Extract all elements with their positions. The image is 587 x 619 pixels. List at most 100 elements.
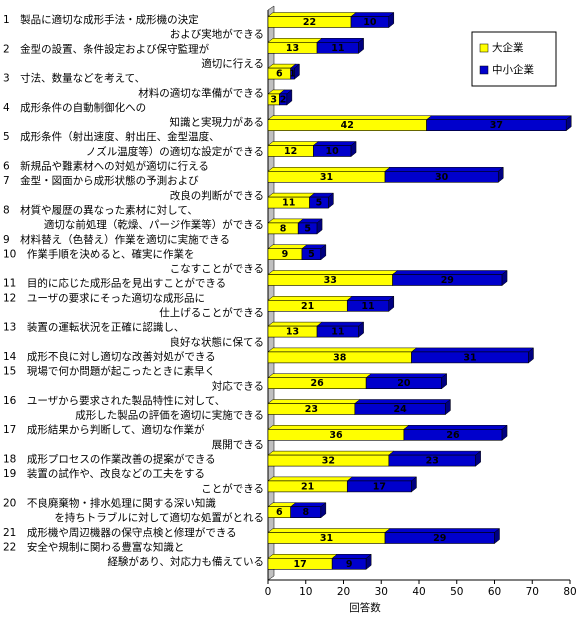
bar-top [384, 528, 501, 533]
value-label: 22 [303, 17, 316, 28]
bar-side [528, 347, 534, 364]
x-tick-label: 50 [450, 586, 463, 598]
category-label: 15 現場で何か問題が起こったときに素早く [3, 365, 215, 378]
value-label: 9 [282, 249, 289, 260]
bar-top [384, 167, 504, 172]
category-label: 適切な前処理（乾燥、パージ作業等）ができる [44, 218, 264, 231]
bar-top [267, 141, 320, 146]
bar-side [328, 192, 334, 209]
category-label: 6 新規品や難素材への対処が適切に行える [3, 160, 209, 173]
category-label: 仕上げることができる [159, 306, 264, 319]
category-label: 知識と実現力がある [170, 116, 265, 129]
category-label: 21 成形機や周辺機器の保守点検と修理ができる [3, 526, 237, 539]
bar-top [267, 347, 418, 353]
category-label: 12 ユーザの要求にそった適切な成形品に [3, 291, 205, 304]
bar-side [441, 373, 447, 390]
value-label: 36 [329, 430, 343, 441]
bar-top [267, 425, 410, 430]
bar-top [267, 244, 308, 249]
value-label: 42 [341, 120, 354, 131]
bar-side [475, 450, 481, 467]
category-label: を持ちトラブルに対して適切な処置がとれる [54, 511, 264, 524]
value-label: 29 [441, 275, 454, 286]
bar-top [403, 425, 508, 430]
category-label: 材料の適切な準備ができる [138, 86, 264, 99]
bar-top [267, 296, 353, 301]
value-label: 9 [346, 559, 353, 570]
value-label: 5 [304, 223, 311, 234]
category-label: 17 成形結果から判断して、適切な作業が [3, 423, 205, 436]
bar-top [391, 270, 508, 275]
legend-box [471, 31, 557, 87]
bar-top [388, 450, 482, 456]
bar-side [286, 89, 293, 106]
category-label: 16 ユーザから要求された製品特性に対して、 [3, 394, 225, 407]
bar-side [565, 115, 572, 132]
value-label: 8 [302, 507, 309, 518]
bar-top [267, 554, 338, 559]
value-label: 10 [363, 17, 377, 28]
x-tick-label: 10 [299, 586, 312, 598]
value-label: 32 [322, 456, 335, 467]
category-label: 7 金型・図面から成形状態の予測および [3, 174, 199, 187]
x-tick-label: 20 [337, 586, 350, 598]
bar-top [267, 12, 357, 17]
bar-side [411, 476, 417, 493]
bar-side [501, 269, 508, 287]
category-label: 5 成形条件（射出速度、射出圧、金型温度、 [3, 130, 220, 143]
bar-top [316, 321, 365, 327]
bar-top [316, 38, 365, 43]
bar-top [267, 218, 304, 224]
value-label: 31 [320, 172, 333, 183]
category-label: および実地ができる [170, 28, 264, 41]
value-label: 17 [293, 559, 306, 570]
bar-top [267, 115, 433, 120]
value-label: 24 [394, 404, 408, 415]
value-label: 5 [308, 249, 315, 260]
bar-top [267, 38, 323, 43]
category-label: 4 成形条件の自動制御化への [3, 101, 146, 114]
value-label: 23 [426, 456, 439, 467]
category-label: 19 装置の試作や、改良などの工夫をする [3, 467, 205, 480]
x-tick-label: 40 [412, 586, 425, 598]
bar-top [289, 502, 327, 507]
value-label: 30 [435, 172, 449, 183]
category-label: 14 成形不良に対し適切な改善対処ができる [3, 350, 216, 363]
bar-top [267, 270, 399, 275]
value-label: 37 [490, 120, 503, 131]
value-label: 3 [270, 94, 277, 105]
category-label: 10 作業手順を決めると、確実に作業を [3, 247, 194, 260]
bar-side [388, 11, 395, 29]
bar-side [350, 140, 357, 158]
bar-top [331, 554, 372, 559]
category-label: 良好な状態に保てる [170, 335, 265, 348]
category-label: 改良の判断ができる [170, 189, 264, 202]
value-label: 11 [361, 301, 374, 312]
value-label: 21 [301, 481, 314, 492]
value-label: 31 [320, 533, 333, 544]
bar-side [501, 424, 508, 441]
category-label: 8 材質や履歴の異なった素材に対して、 [3, 203, 198, 216]
value-label: 6 [276, 507, 283, 518]
value-label: 10 [326, 146, 340, 157]
value-label: 11 [331, 43, 344, 54]
category-label: ことができる [201, 482, 264, 495]
category-label: 適切に行える [201, 57, 264, 70]
bar-top [267, 450, 395, 456]
value-label: 20 [397, 378, 411, 389]
value-label: 26 [446, 430, 460, 441]
legend-label: 中小企業 [492, 63, 534, 76]
bar-side [320, 244, 327, 261]
category-label: こなすことができる [170, 262, 264, 275]
bar-top [425, 115, 572, 120]
category-label: 13 装置の運転状況を正確に認識し、 [3, 321, 184, 334]
value-label: 13 [286, 43, 299, 54]
value-label: 26 [310, 378, 324, 389]
value-label: 6 [276, 69, 283, 80]
bar-top [354, 399, 452, 404]
x-tick-label: 60 [488, 586, 501, 598]
bar-side [498, 166, 504, 183]
bar-side [358, 37, 364, 54]
value-label: 38 [333, 352, 347, 363]
